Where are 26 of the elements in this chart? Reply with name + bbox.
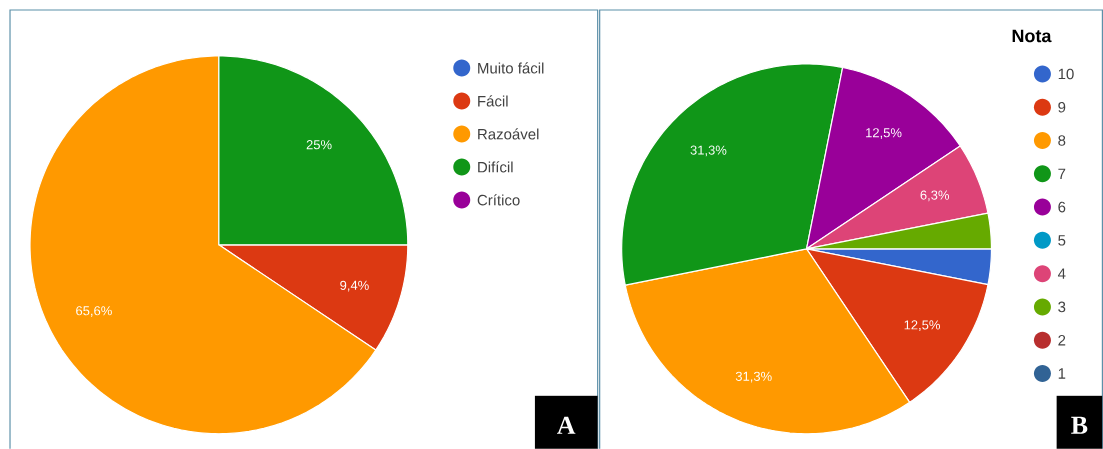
legend-title: Nota (1012, 29, 1052, 43)
legend-label: 3 (1058, 301, 1066, 313)
legend-label: 9 (1058, 101, 1066, 113)
data-label: 31,3% (690, 145, 727, 157)
legend-label: 2 (1058, 334, 1066, 346)
legend-label: Muito fácil (478, 62, 544, 74)
legend-label: 10 (1058, 68, 1074, 80)
legend-label: 6 (1058, 201, 1066, 213)
text: B (1071, 416, 1088, 434)
legend-label: Fácil (478, 95, 508, 107)
legend-label: Razoável (478, 128, 539, 140)
legend-label: 7 (1058, 168, 1066, 179)
text: A (557, 416, 576, 434)
legend-label: Crítico (477, 194, 520, 206)
legend-label: 5 (1058, 234, 1066, 246)
legend-label: 4 (1057, 268, 1066, 279)
data-label: 31,3% (735, 371, 772, 383)
data-label: 12,5% (904, 320, 940, 331)
legend-label: Difícil (478, 161, 513, 173)
data-label: 9,4% (340, 280, 369, 292)
data-label: 65,6% (76, 306, 112, 317)
data-label: 25% (306, 139, 332, 150)
data-label: 6,3% (920, 190, 950, 202)
data-label: 12,5% (866, 127, 902, 139)
legend-label: 8 (1058, 135, 1066, 146)
legend-label: 1 (1058, 368, 1066, 379)
